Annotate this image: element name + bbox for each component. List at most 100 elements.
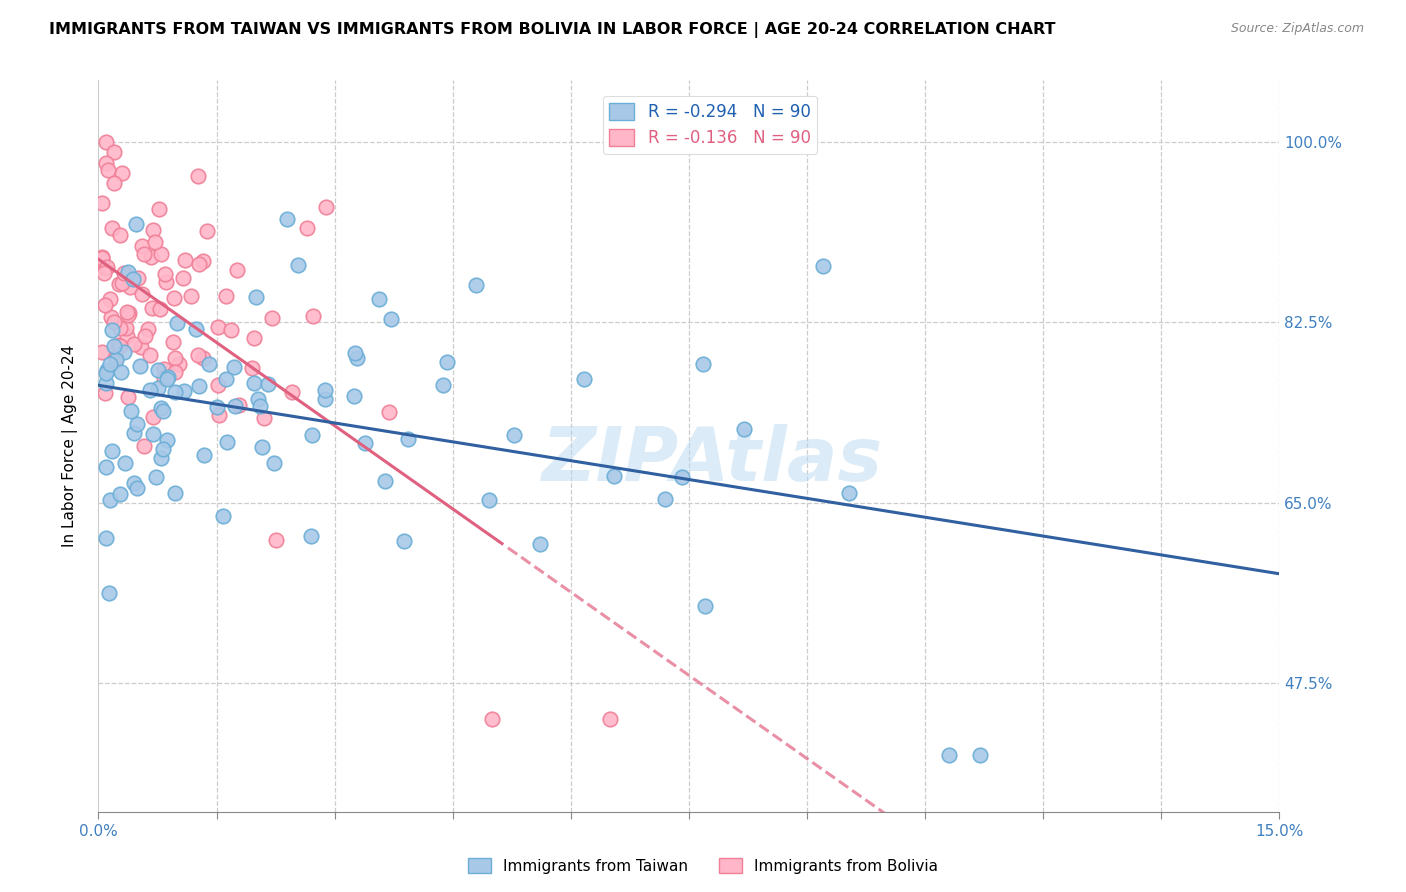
- Point: [938, 747, 960, 762]
- Point: [122, 476, 145, 491]
- Point: [100, 310, 122, 324]
- Point: [110, 228, 132, 243]
- Point: [198, 357, 221, 371]
- Point: [143, 235, 166, 249]
- Point: [132, 247, 155, 261]
- Point: [252, 441, 274, 455]
- Point: [115, 320, 138, 334]
- Point: [122, 425, 145, 440]
- Point: [263, 456, 285, 470]
- Point: [105, 353, 128, 368]
- Point: [96, 366, 118, 380]
- Point: [166, 316, 188, 330]
- Point: [187, 169, 209, 183]
- Point: [103, 315, 125, 329]
- Point: [97, 162, 120, 177]
- Point: [142, 427, 165, 442]
- Point: [162, 291, 184, 305]
- Point: [195, 224, 218, 238]
- Point: [155, 434, 177, 448]
- Point: [152, 442, 174, 456]
- Point: [315, 200, 337, 214]
- Point: [111, 276, 134, 290]
- Point: [172, 270, 194, 285]
- Point: [301, 427, 323, 442]
- Point: [246, 392, 269, 407]
- Point: [101, 221, 124, 235]
- Point: [150, 247, 173, 261]
- Point: [671, 470, 693, 484]
- Point: [256, 377, 278, 392]
- Point: [314, 384, 336, 398]
- Point: [108, 486, 131, 500]
- Point: [96, 459, 118, 474]
- Point: [811, 259, 834, 273]
- Point: [314, 392, 336, 406]
- Point: [219, 323, 242, 337]
- Text: ZIPAtlas: ZIPAtlas: [541, 424, 883, 497]
- Point: [107, 338, 129, 352]
- Point: [243, 376, 266, 390]
- Point: [188, 256, 211, 270]
- Point: [207, 319, 229, 334]
- Point: [378, 405, 401, 419]
- Point: [91, 196, 114, 211]
- Point: [153, 362, 176, 376]
- Point: [152, 404, 174, 418]
- Point: [97, 586, 120, 600]
- Point: [141, 301, 163, 315]
- Point: [98, 293, 121, 307]
- Point: [96, 532, 118, 546]
- Point: [249, 399, 271, 413]
- Point: [346, 351, 368, 366]
- Point: [96, 135, 118, 149]
- Point: [503, 428, 526, 442]
- Point: [100, 323, 122, 337]
- Point: [115, 305, 138, 319]
- Point: [162, 335, 184, 350]
- Point: [264, 533, 287, 547]
- Point: [96, 260, 118, 274]
- Point: [105, 350, 128, 364]
- Point: [93, 385, 115, 400]
- Point: [599, 712, 621, 726]
- Point: [114, 456, 136, 470]
- Point: [146, 363, 169, 377]
- Point: [142, 409, 165, 424]
- Point: [142, 223, 165, 237]
- Point: [136, 321, 159, 335]
- Point: [91, 251, 114, 265]
- Point: [465, 277, 488, 292]
- Point: [117, 390, 139, 404]
- Point: [191, 351, 214, 365]
- Point: [228, 398, 250, 412]
- Point: [392, 534, 415, 549]
- Point: [112, 266, 135, 280]
- Point: [91, 253, 114, 268]
- Point: [838, 485, 860, 500]
- Point: [117, 329, 139, 343]
- Point: [139, 383, 162, 397]
- Point: [117, 308, 139, 322]
- Point: [96, 363, 118, 377]
- Point: [110, 365, 132, 379]
- Point: [150, 401, 173, 416]
- Point: [153, 267, 176, 281]
- Point: [122, 336, 145, 351]
- Point: [163, 365, 186, 379]
- Point: [245, 290, 267, 304]
- Point: [110, 339, 132, 353]
- Point: [150, 451, 173, 466]
- Point: [98, 357, 121, 371]
- Point: [108, 277, 131, 291]
- Point: [148, 202, 170, 217]
- Point: [214, 372, 236, 386]
- Point: [128, 359, 150, 373]
- Point: [101, 444, 124, 458]
- Point: [574, 372, 596, 386]
- Point: [301, 309, 323, 323]
- Point: [131, 238, 153, 252]
- Point: [148, 381, 170, 395]
- Point: [287, 258, 309, 272]
- Point: [118, 280, 141, 294]
